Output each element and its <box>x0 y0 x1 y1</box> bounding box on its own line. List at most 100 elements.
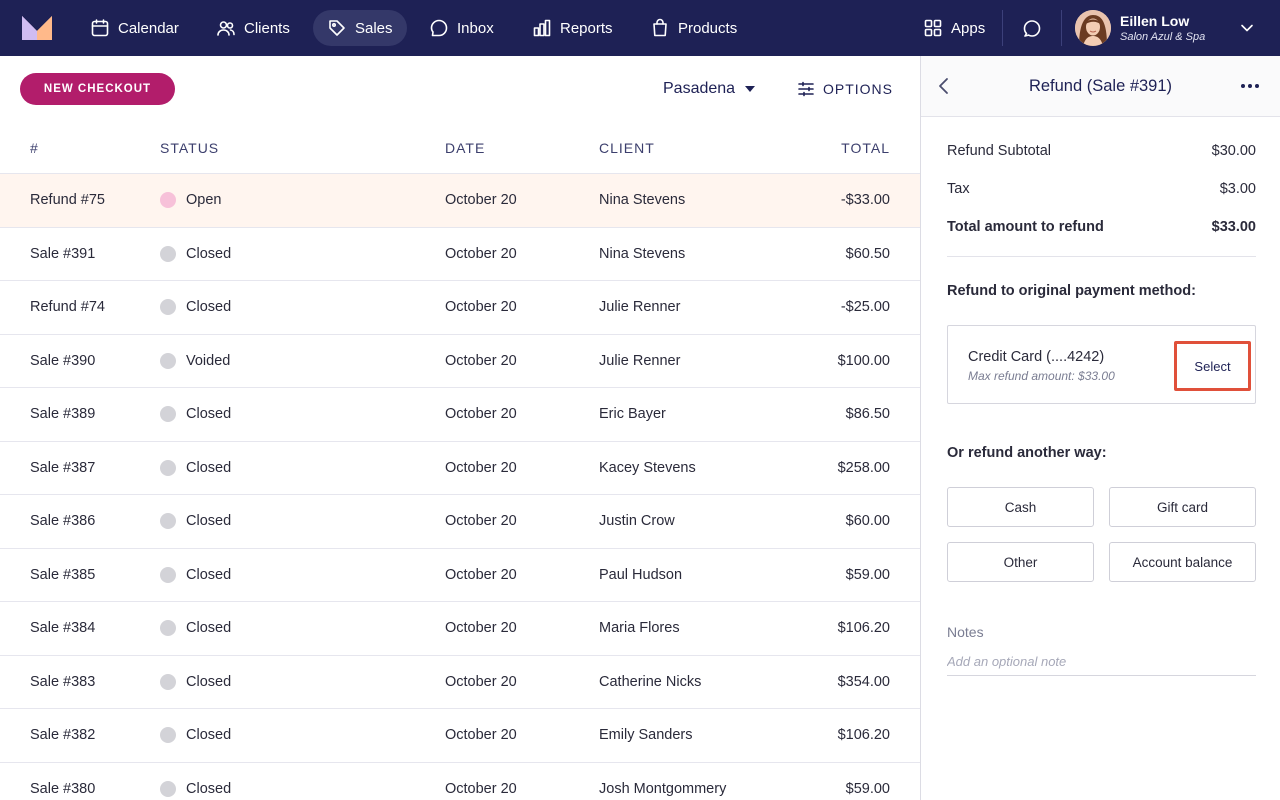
top-navigation-bar: Calendar Clients Sales Inbox Reports Pro… <box>0 0 1280 56</box>
table-row[interactable]: Sale #387 Closed October 20 Kacey Stevens $2… <box>0 442 920 495</box>
options-button[interactable]: OPTIONS <box>797 80 893 98</box>
nav-apps[interactable]: Apps <box>909 10 999 46</box>
row-date: October 20 <box>445 673 517 690</box>
user-avatar[interactable] <box>1075 10 1111 46</box>
sliders-icon <box>798 81 814 97</box>
table-row[interactable]: Sale #390 Voided October 20 Julie Renner $10… <box>0 335 920 388</box>
nav-calendar[interactable]: Calendar <box>76 10 193 46</box>
chevron-down-icon[interactable] <box>1240 21 1254 35</box>
credit-card-max-amount: Max refund amount: $33.00 <box>968 369 1115 383</box>
row-status: Open <box>160 192 221 208</box>
row-status: Closed <box>160 299 231 315</box>
refund-other-button[interactable]: Other <box>947 542 1094 582</box>
table-row[interactable]: Sale #389 Closed October 20 Eric Bayer $86.5… <box>0 388 920 442</box>
chat-button[interactable] <box>1008 10 1056 46</box>
row-id: Sale #391 <box>30 245 96 262</box>
table-row[interactable]: Sale #380 Closed October 20 Josh Montgommer… <box>0 763 920 800</box>
nav-sales[interactable]: Sales <box>313 10 407 46</box>
table-row[interactable]: Sale #384 Closed October 20 Maria Flores $10… <box>0 602 920 656</box>
row-total: $59.00 <box>845 780 890 797</box>
new-checkout-button[interactable]: NEW CHECKOUT <box>20 73 175 105</box>
row-status: Closed <box>160 673 232 690</box>
nav-sales-label: Sales <box>355 19 393 37</box>
row-client: Josh Montgommery <box>599 780 727 797</box>
table-row[interactable]: Sale #386 Closed October 20 Justin Crow $60.… <box>0 495 920 549</box>
tag-icon <box>329 20 345 36</box>
notes-label: Notes <box>947 624 984 640</box>
location-dropdown[interactable]: Pasadena <box>663 80 756 98</box>
nav-divider <box>1002 10 1003 46</box>
row-client: Maria Flores <box>599 620 680 636</box>
nav-clients[interactable]: Clients <box>202 10 304 46</box>
refund-panel-header: Refund (Sale #391) <box>921 56 1280 117</box>
status-dot-icon <box>160 406 176 422</box>
row-total: $60.00 <box>845 513 890 529</box>
summary-value: $33.00 <box>1211 219 1256 235</box>
status-dot-icon <box>160 352 176 369</box>
status-label: Closed <box>186 620 232 636</box>
row-date: October 20 <box>445 459 517 476</box>
row-id: Sale #385 <box>30 566 96 583</box>
status-dot-icon <box>160 299 176 315</box>
row-date: October 20 <box>445 352 517 369</box>
nav-calendar-label: Calendar <box>118 19 179 37</box>
nav-inbox[interactable]: Inbox <box>415 10 508 46</box>
row-status: Closed <box>160 459 231 476</box>
shopping-bag-icon <box>653 18 667 37</box>
other-way-heading: Or refund another way: <box>947 445 1107 461</box>
refund-cash-button[interactable]: Cash <box>947 487 1094 527</box>
nav-divider <box>1061 10 1062 46</box>
nav-reports[interactable]: Reports <box>518 10 627 46</box>
column-header-total[interactable]: TOTAL <box>841 140 890 156</box>
table-row[interactable]: Sale #383 Closed October 20 Catherine Nicks… <box>0 656 920 709</box>
row-client: Nina Stevens <box>599 245 686 262</box>
status-label: Closed <box>186 673 232 690</box>
row-date: October 20 <box>445 513 517 529</box>
column-header-number[interactable]: # <box>30 140 39 156</box>
app-logo-icon[interactable] <box>22 16 52 40</box>
select-credit-card-button[interactable]: Select <box>1174 341 1251 391</box>
status-dot-icon <box>160 566 176 583</box>
calendar-icon <box>91 19 109 37</box>
row-total: $258.00 <box>837 459 890 476</box>
table-row[interactable]: Sale #382 Closed October 20 Emily Sanders $1… <box>0 709 920 763</box>
nav-products-label: Products <box>678 19 738 37</box>
nav-products[interactable]: Products <box>636 10 751 46</box>
status-dot-icon <box>160 673 176 690</box>
divider <box>947 256 1256 257</box>
user-business-name: Salon Azul & Spa <box>1120 31 1206 43</box>
row-date: October 20 <box>445 780 517 797</box>
status-dot-icon <box>160 245 176 262</box>
table-row[interactable]: Refund #75 Open October 20 Nina Stevens -$33… <box>0 174 920 228</box>
user-name[interactable]: Eillen Low <box>1120 13 1190 29</box>
column-header-status[interactable]: STATUS <box>160 140 220 156</box>
row-status: Voided <box>160 352 230 369</box>
row-total: $354.00 <box>837 673 890 690</box>
row-date: October 20 <box>445 406 517 422</box>
row-date: October 20 <box>445 245 517 262</box>
row-total: $59.00 <box>845 566 890 583</box>
refund-account-balance-button[interactable]: Account balance <box>1109 542 1256 582</box>
column-header-date[interactable]: DATE <box>445 140 486 156</box>
user-avatar-icon <box>1075 10 1111 46</box>
table-row[interactable]: Sale #391 Closed October 20 Nina Stevens $60… <box>0 228 920 281</box>
original-method-heading: Refund to original payment method: <box>947 283 1196 299</box>
table-row[interactable]: Sale #385 Closed October 20 Paul Hudson $59.… <box>0 549 920 602</box>
notes-input[interactable] <box>947 648 1256 676</box>
summary-label: Total amount to refund <box>947 219 1104 235</box>
row-status: Closed <box>160 620 231 636</box>
status-label: Closed <box>186 299 232 315</box>
status-dot-icon <box>160 192 176 208</box>
chevron-left-icon[interactable] <box>937 77 951 95</box>
refund-panel: Refund (Sale #391) Refund Subtotal $30.0… <box>920 56 1280 800</box>
row-id: Sale #380 <box>30 780 96 797</box>
refund-gift-card-button[interactable]: Gift card <box>1109 487 1256 527</box>
table-row[interactable]: Refund #74 Closed October 20 Julie Renner -$… <box>0 281 920 335</box>
status-label: Open <box>186 192 222 208</box>
location-label: Pasadena <box>663 80 736 97</box>
row-total: $106.20 <box>837 620 890 636</box>
column-header-client[interactable]: CLIENT <box>599 140 655 156</box>
row-id: Refund #74 <box>30 299 105 315</box>
nav-inbox-label: Inbox <box>457 19 494 37</box>
more-options-icon[interactable] <box>1241 84 1262 88</box>
